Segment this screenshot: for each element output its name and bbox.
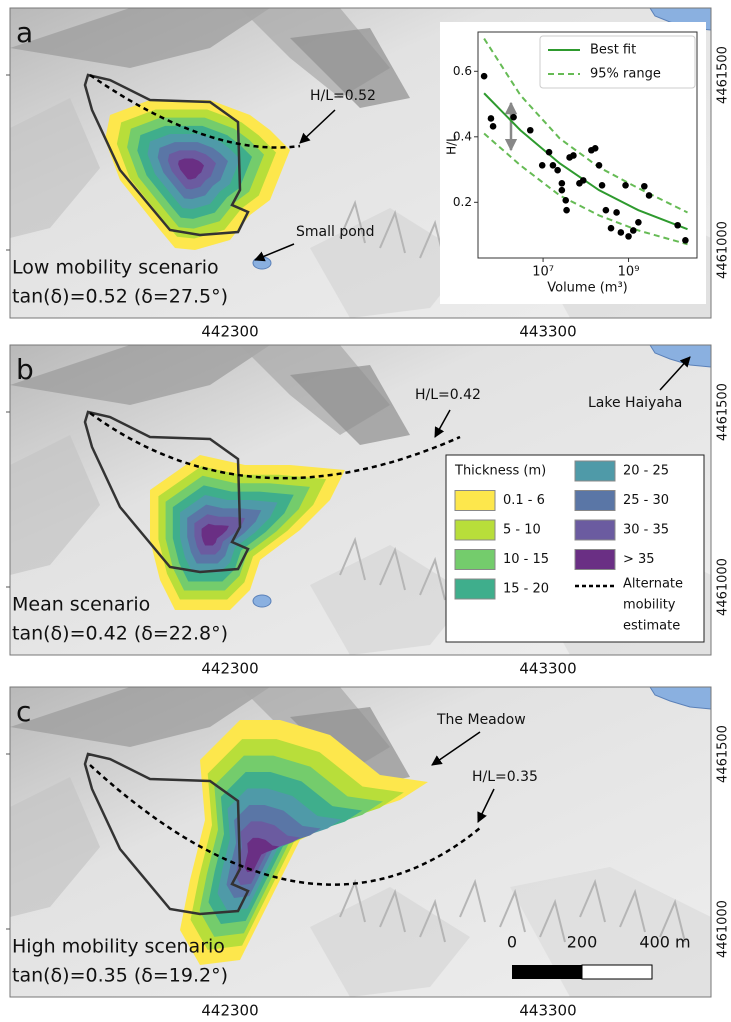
legend-label: mobility [623, 598, 676, 613]
data-point [562, 197, 569, 204]
easting-label: 442300 [201, 323, 258, 341]
easting-label: 442300 [201, 660, 258, 678]
x-axis-label: Volume (m³) [547, 281, 628, 296]
scenario-label: High mobility scenario [12, 936, 225, 958]
data-point [592, 145, 599, 152]
legend-label: 20 - 25 [623, 464, 669, 479]
northing-label: 4461500 [716, 725, 731, 783]
panel-label: a [16, 16, 33, 49]
data-point [674, 222, 681, 229]
legend-label: 0.1 - 6 [503, 493, 545, 508]
data-point [630, 227, 637, 234]
legend-label: 30 - 35 [623, 523, 669, 538]
data-point [622, 182, 629, 189]
data-point [682, 237, 689, 244]
legend-swatch [575, 491, 615, 511]
data-point [559, 180, 566, 187]
easting-label: 442300 [201, 1002, 258, 1020]
data-point [618, 229, 625, 236]
legend-box [446, 455, 704, 642]
legend-label: 10 - 15 [503, 552, 549, 567]
northing-label: 4461500 [716, 46, 731, 104]
legend-swatch [455, 520, 495, 540]
legend-label: Alternate [623, 577, 683, 592]
annotation: H/L=0.52 [310, 88, 376, 104]
northing-label: 4461000 [716, 221, 731, 279]
legend-swatch [575, 461, 615, 481]
data-point [570, 152, 577, 159]
scale-label: 200 [567, 933, 598, 952]
panel-label: b [16, 353, 34, 386]
data-point [559, 187, 566, 194]
annotation: The Meadow [436, 712, 526, 728]
annotation: H/L=0.35 [472, 769, 538, 785]
data-point [635, 219, 642, 226]
annotation: Lake Haiyaha [588, 395, 682, 411]
data-point [563, 207, 570, 214]
x-tick-label: 10⁹ [618, 265, 640, 280]
friction-label: tan(δ)=0.35 (δ=19.2°) [12, 965, 228, 987]
scale-black [512, 965, 582, 979]
legend-swatch [575, 550, 615, 570]
panel-label: c [16, 695, 31, 728]
data-point [646, 192, 653, 199]
northing-label: 4461000 [716, 900, 731, 958]
northing-label: 4461000 [716, 558, 731, 616]
y-tick-label: 0.2 [453, 195, 472, 209]
easting-label: 443300 [519, 323, 576, 341]
data-point [580, 177, 587, 184]
page: a Low mobility scenario tan(δ)=0.52 (δ=27.… [0, 0, 731, 1022]
data-point [613, 209, 620, 216]
legend-swatch [455, 550, 495, 570]
legend: Thickness (m) 0.1 - 6 5 - 10 10 - 15 15 - 20… [446, 455, 704, 642]
x-tick-label: 10⁷ [532, 265, 554, 280]
legend-label: 15 - 20 [503, 582, 549, 597]
scenario-label: Mean scenario [12, 594, 150, 616]
data-point [550, 162, 557, 169]
figure: a Low mobility scenario tan(δ)=0.52 (δ=27.… [0, 0, 731, 1022]
y-tick-label: 0.6 [453, 64, 472, 78]
data-point [641, 183, 648, 190]
data-point [510, 114, 517, 121]
data-point [488, 115, 495, 122]
inset-legend: Best fit 95% range [540, 36, 695, 88]
legend-label: > 35 [623, 552, 655, 567]
data-point [603, 207, 610, 214]
legend-swatch [575, 520, 615, 540]
northing-label: 4461500 [716, 383, 731, 441]
data-point [490, 123, 497, 130]
data-point [554, 167, 561, 174]
annotation: Small pond [296, 224, 375, 240]
friction-label: tan(δ)=0.52 (δ=27.5°) [12, 286, 228, 308]
annotation: H/L=0.42 [415, 387, 481, 403]
legend-label: 25 - 30 [623, 493, 669, 508]
data-point [546, 149, 553, 156]
easting-label: 443300 [519, 660, 576, 678]
data-point [539, 162, 546, 169]
legend-title: Thickness (m) [454, 464, 546, 479]
legend-swatch [455, 579, 495, 599]
data-point [527, 127, 534, 134]
legend-label: estimate [623, 619, 680, 634]
data-point [599, 182, 606, 189]
legend-swatch [455, 491, 495, 511]
data-point [608, 225, 615, 232]
scale-white [582, 965, 652, 979]
friction-label: tan(δ)=0.42 (δ=22.8°) [12, 623, 228, 645]
scale-label: 0 [507, 933, 517, 952]
pond [253, 257, 271, 269]
easting-label: 443300 [519, 1002, 576, 1020]
pond [253, 595, 271, 607]
data-point [596, 162, 603, 169]
scale-label: 400 m [639, 933, 690, 952]
scenario-label: Low mobility scenario [12, 257, 219, 279]
legend-label: 5 - 10 [503, 523, 541, 538]
data-point [481, 73, 488, 80]
legend-label: Best fit [590, 43, 636, 58]
legend-label: 95% range [590, 67, 661, 82]
y-axis-label: H/L [445, 135, 459, 155]
data-point [625, 233, 632, 240]
